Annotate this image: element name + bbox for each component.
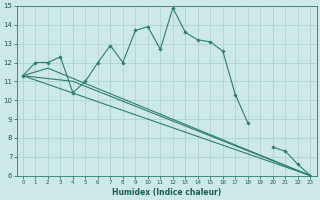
X-axis label: Humidex (Indice chaleur): Humidex (Indice chaleur) [112, 188, 221, 197]
